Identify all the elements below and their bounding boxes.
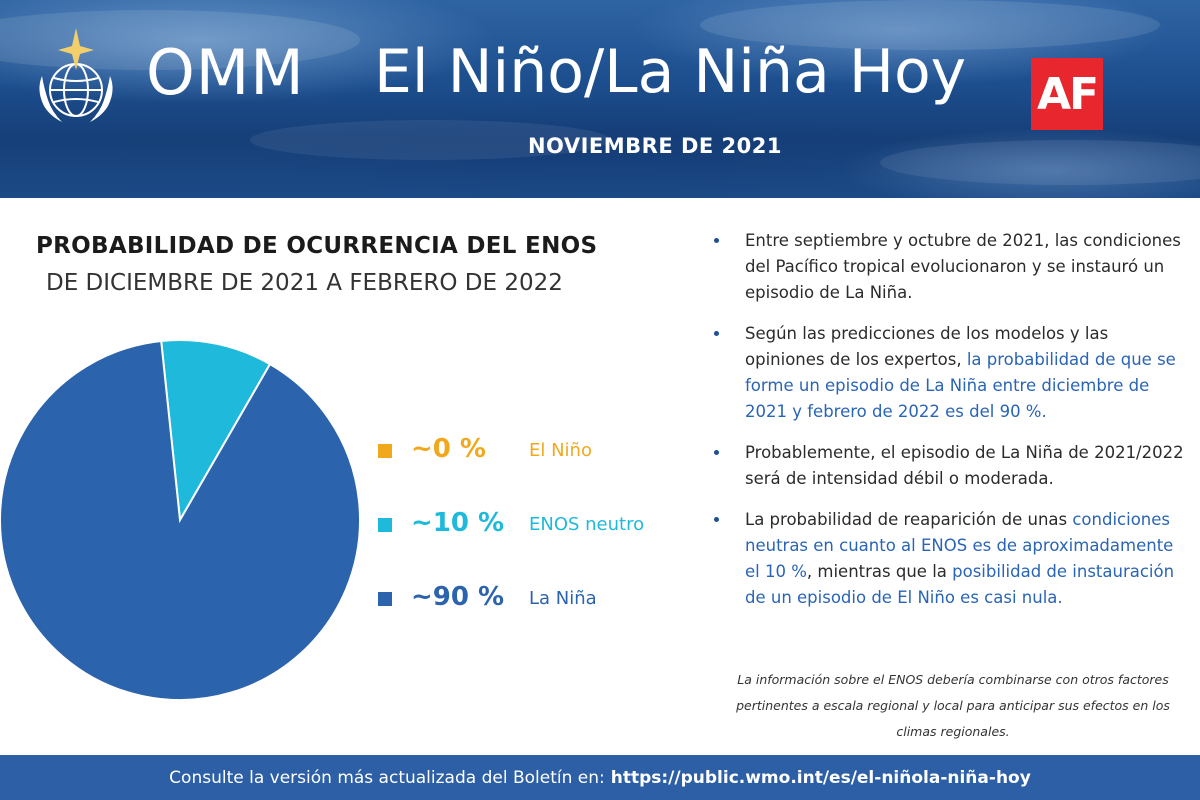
bullet-highlight-text: condiciones neutras en cuanto al ENOS es… [745, 510, 1174, 581]
header-banner: OMM El Niño/La Niña Hoy AF NOVIEMBRE DE … [0, 0, 1200, 198]
wave-highlight [0, 10, 360, 70]
bullet-text: Probablemente, el episodio de La Niña de… [745, 443, 1184, 488]
footer-bar: Consulte la versión más actualizada del … [0, 755, 1200, 800]
wave-highlight [880, 140, 1200, 185]
legend-item: ~0 % El Niño [378, 430, 698, 470]
bullet-list: Entre septiembre y octubre de 2021, las … [712, 228, 1192, 626]
bulletin-date: NOVIEMBRE DE 2021 [527, 134, 783, 158]
bullet-text: La probabilidad de reaparición de unas [745, 510, 1073, 529]
bullet-item: Según las predicciones de los modelos y … [712, 321, 1192, 425]
bullet-icon [714, 450, 719, 455]
wave-highlight [700, 0, 1160, 50]
legend-item: ~90 % La Niña [378, 578, 698, 618]
bullet-highlight-text: la probabilidad de que se forme un episo… [745, 350, 1176, 421]
footnote: La información sobre el ENOS debería com… [736, 672, 1170, 739]
org-name: OMM [146, 36, 305, 109]
footer-text: Consulte la versión más actualizada del … [169, 767, 605, 788]
bulletin-link[interactable]: https://public.wmo.int/es/el-niñola-niña… [610, 767, 1031, 788]
legend-item: ~10 % ENOS neutro [378, 504, 698, 544]
bullet-item: La probabilidad de reaparición de unas c… [712, 507, 1192, 611]
legend-swatch [378, 592, 392, 606]
bullet-text: Según las predicciones de los modelos y … [745, 324, 1109, 369]
bullet-icon [714, 517, 719, 522]
af-badge-logo: AF [1031, 58, 1103, 130]
legend-label: El Niño [529, 440, 592, 461]
legend-label: La Niña [529, 588, 597, 609]
legend-value: ~10 % [411, 508, 505, 538]
chart-title: PROBABILIDAD DE OCURRENCIA DEL ENOS [36, 233, 598, 259]
legend-value: ~0 % [411, 434, 486, 464]
bullet-icon [714, 238, 719, 243]
pie-slice-la-ni-a [0, 339, 361, 701]
page-title: El Niño/La Niña Hoy [374, 37, 967, 107]
bullet-text: Entre septiembre y octubre de 2021, las … [745, 231, 1181, 302]
legend-label: ENOS neutro [529, 514, 645, 535]
pie-slice-enos-neutro [160, 339, 272, 524]
legend-swatch [378, 444, 392, 458]
wmo-logo-icon [39, 28, 113, 122]
pie-chart [0, 339, 361, 701]
legend-value: ~90 % [411, 582, 505, 612]
chart-subtitle: DE DICIEMBRE DE 2021 A FEBRERO DE 2022 [46, 270, 563, 296]
bullet-highlight-text: posibilidad de instauración de un episod… [745, 562, 1175, 607]
bullet-item: Probablemente, el episodio de La Niña de… [712, 440, 1192, 492]
bullet-item: Entre septiembre y octubre de 2021, las … [712, 228, 1192, 306]
bullet-icon [714, 331, 719, 336]
wave-highlight [250, 120, 610, 160]
legend-swatch [378, 518, 392, 532]
bullet-text: , mientras que la [806, 562, 953, 581]
